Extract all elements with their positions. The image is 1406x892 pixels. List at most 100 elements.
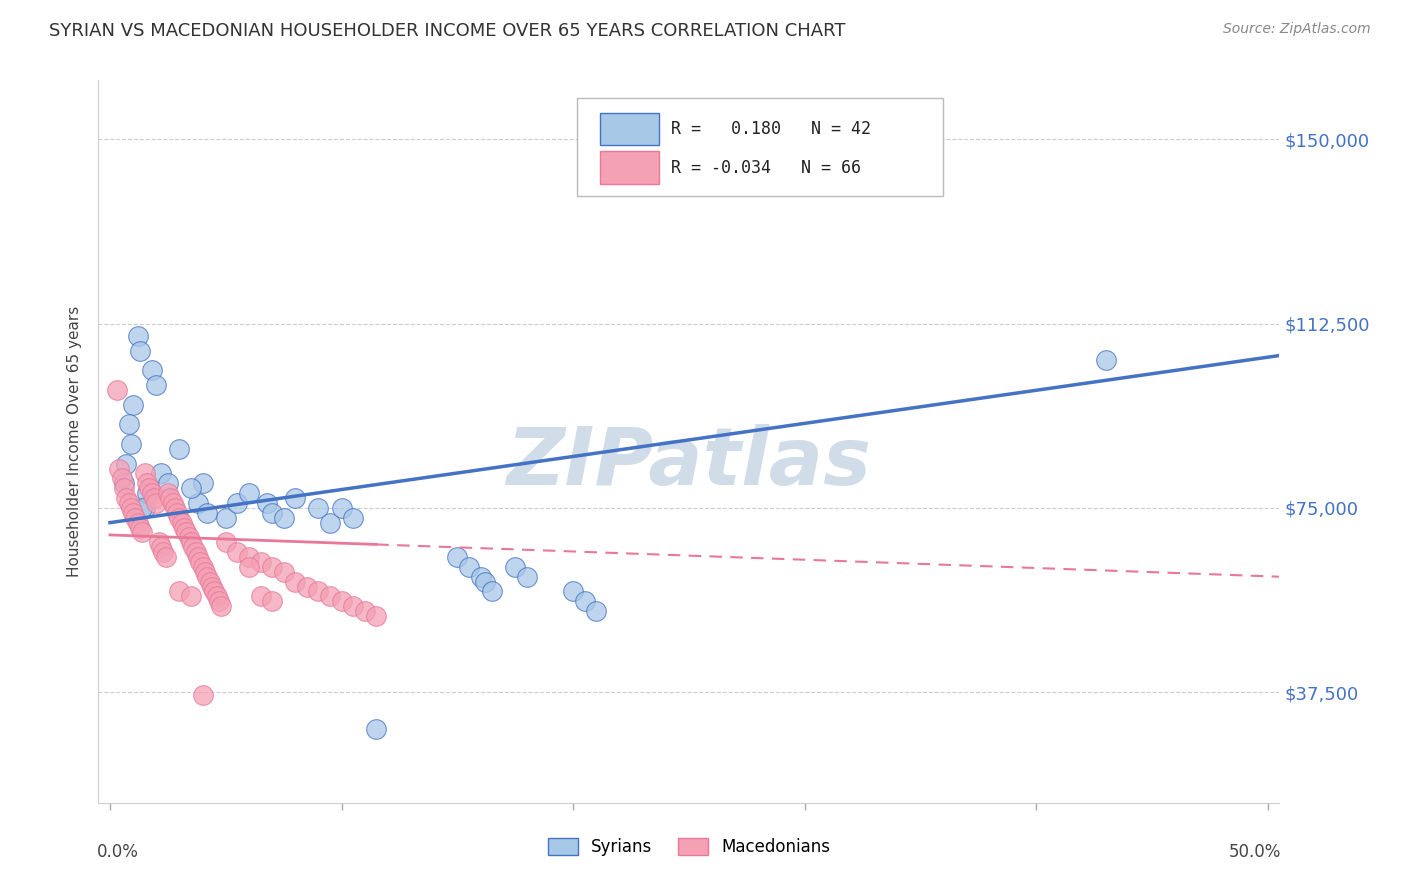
Y-axis label: Householder Income Over 65 years: Householder Income Over 65 years [67, 306, 83, 577]
Point [188, 555, 211, 569]
Point [138, 481, 160, 495]
Point [120, 500, 142, 515]
Point [177, 530, 200, 544]
Point [585, 604, 607, 618]
Point [226, 545, 249, 559]
Point [155, 549, 177, 564]
Point [366, 609, 388, 624]
FancyBboxPatch shape [600, 151, 659, 184]
Point [176, 525, 198, 540]
Point [208, 594, 231, 608]
Point [330, 594, 353, 608]
Point [249, 555, 271, 569]
Point [166, 506, 188, 520]
Point [458, 560, 481, 574]
Text: R = -0.034   N = 66: R = -0.034 N = 66 [671, 159, 862, 177]
Point [117, 417, 139, 432]
Point [319, 590, 342, 604]
Point [183, 540, 205, 554]
Point [262, 560, 284, 574]
Point [446, 549, 468, 564]
Point [169, 584, 191, 599]
Point [481, 584, 503, 599]
Text: 0.0%: 0.0% [97, 843, 139, 861]
Point [145, 378, 167, 392]
Point [209, 599, 232, 614]
Point [156, 486, 179, 500]
Point [141, 363, 163, 377]
Point [195, 506, 218, 520]
Point [574, 594, 596, 608]
Point [187, 549, 209, 564]
Point [342, 510, 364, 524]
Point [238, 560, 260, 574]
Point [201, 580, 224, 594]
Point [134, 467, 156, 481]
Point [122, 398, 145, 412]
Point [256, 496, 278, 510]
Point [184, 545, 207, 559]
Point [120, 437, 142, 451]
Point [353, 604, 375, 618]
Point [115, 457, 138, 471]
Point [307, 584, 329, 599]
Point [191, 688, 214, 702]
Text: SYRIAN VS MACEDONIAN HOUSEHOLDER INCOME OVER 65 YEARS CORRELATION CHART: SYRIAN VS MACEDONIAN HOUSEHOLDER INCOME … [49, 22, 846, 40]
Point [141, 486, 163, 500]
Point [127, 516, 149, 530]
Point [195, 570, 218, 584]
Point [342, 599, 364, 614]
Point [149, 467, 172, 481]
Point [180, 590, 202, 604]
Point [112, 476, 135, 491]
Point [173, 520, 195, 534]
Point [330, 500, 353, 515]
Text: R =   0.180   N = 42: R = 0.180 N = 42 [671, 120, 872, 138]
Point [124, 510, 146, 524]
Point [152, 545, 174, 559]
Point [156, 476, 179, 491]
Point [108, 461, 131, 475]
Point [319, 516, 342, 530]
Point [131, 525, 153, 540]
Text: ZIPatlas: ZIPatlas [506, 425, 872, 502]
Point [205, 590, 228, 604]
Point [149, 540, 172, 554]
Point [1094, 353, 1116, 368]
Point [115, 491, 138, 505]
FancyBboxPatch shape [576, 98, 943, 196]
Point [262, 506, 284, 520]
Point [122, 506, 145, 520]
Point [127, 329, 149, 343]
Point [273, 510, 295, 524]
Point [284, 574, 307, 589]
Point [202, 584, 225, 599]
Point [215, 510, 238, 524]
Point [148, 535, 170, 549]
Point [159, 491, 181, 505]
Point [180, 481, 202, 495]
Point [249, 590, 271, 604]
Point [262, 594, 284, 608]
Point [112, 481, 135, 495]
Point [162, 496, 184, 510]
Point [191, 560, 214, 574]
Point [273, 565, 295, 579]
Text: Source: ZipAtlas.com: Source: ZipAtlas.com [1223, 22, 1371, 37]
Point [194, 565, 217, 579]
Point [191, 476, 214, 491]
Point [110, 471, 132, 485]
Point [131, 500, 153, 515]
Point [170, 516, 193, 530]
Point [366, 722, 388, 736]
Point [516, 570, 538, 584]
Point [474, 574, 496, 589]
Point [238, 549, 260, 564]
Point [134, 500, 156, 515]
Point [105, 383, 128, 397]
Point [562, 584, 585, 599]
Point [145, 496, 167, 510]
Point [129, 520, 152, 534]
Point [295, 580, 318, 594]
Point [136, 476, 159, 491]
